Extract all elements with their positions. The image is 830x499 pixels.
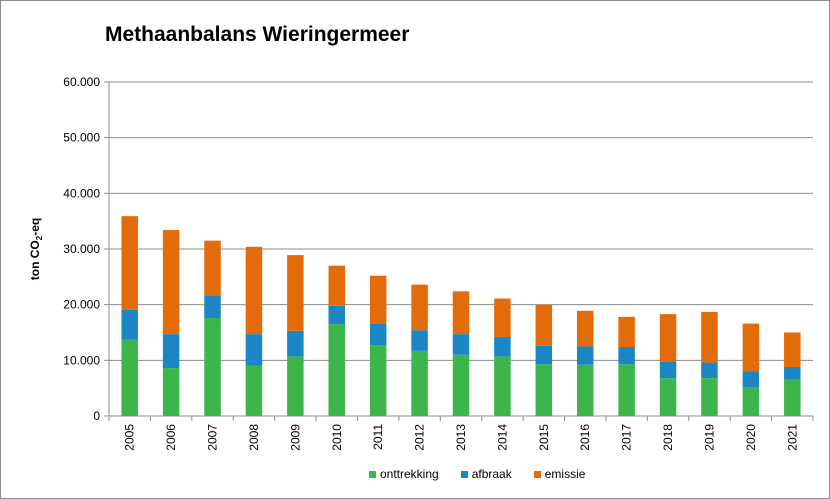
bar-afbraak [784, 367, 801, 380]
bar-emissie [742, 323, 760, 372]
bar-afbraak [204, 295, 221, 319]
bar-afbraak [659, 362, 677, 379]
y-tick-label: 20.000 [63, 298, 100, 312]
x-tick-label: 2017 [620, 424, 634, 451]
bar-afbraak [535, 345, 553, 365]
x-tick-label: 2011 [371, 424, 385, 450]
bar-onttrekking [452, 354, 470, 416]
bar-afbraak [245, 334, 263, 366]
x-tick-label: 2008 [247, 424, 261, 451]
bar-onttrekking [618, 364, 635, 416]
bar-afbraak [576, 346, 594, 365]
x-tick-label: 2009 [288, 424, 302, 451]
y-tick-label: 50.000 [63, 131, 100, 145]
bar-afbraak [742, 371, 760, 388]
bar-afbraak [121, 309, 138, 340]
bar-emissie [204, 240, 221, 296]
y-tick-label: 10.000 [63, 353, 100, 367]
x-tick-label: 2014 [495, 424, 509, 451]
bar-onttrekking [742, 387, 760, 416]
bar-afbraak [162, 334, 180, 369]
x-tick-label: 2015 [537, 424, 551, 451]
bar-emissie [121, 216, 138, 310]
bar-onttrekking [245, 365, 263, 416]
bar-onttrekking [494, 356, 511, 416]
y-tick-label: 0 [93, 409, 100, 423]
x-tick-label: 2012 [413, 424, 427, 451]
x-tick-label: 2006 [164, 424, 178, 451]
legend-item-emissie: emissie [533, 467, 586, 481]
bar-onttrekking [659, 378, 677, 416]
bar-onttrekking [121, 339, 138, 416]
legend-item-afbraak: afbraak [460, 467, 512, 481]
bar-onttrekking [204, 318, 221, 416]
bar-emissie [287, 255, 304, 331]
bar-emissie [784, 332, 801, 368]
x-tick-label: 2010 [330, 424, 344, 451]
legend-item-onttrekking: onttrekking [369, 467, 439, 481]
bar-onttrekking [369, 345, 387, 416]
bar-afbraak [369, 323, 387, 346]
legend-label: afbraak [471, 467, 512, 481]
x-tick-label: 2019 [702, 424, 716, 451]
bar-onttrekking [162, 368, 180, 416]
bar-emissie [701, 311, 718, 363]
bar-onttrekking [576, 364, 594, 416]
legend-swatch [533, 470, 541, 478]
y-tick-label: 60.000 [63, 75, 100, 89]
x-tick-label: 2005 [123, 424, 137, 451]
bar-emissie [411, 284, 428, 331]
bar-afbraak [701, 362, 718, 379]
x-tick-label: 2013 [454, 424, 468, 451]
bar-onttrekking [287, 356, 304, 416]
bar-emissie [452, 291, 470, 335]
x-tick-label: 2007 [206, 424, 220, 451]
chart-title: Methaanbalans Wieringermeer [105, 23, 410, 46]
bar-afbraak [452, 334, 470, 355]
x-tick-label: 2020 [744, 424, 758, 451]
bar-emissie [328, 265, 346, 306]
bar-afbraak [328, 305, 346, 325]
bar-afbraak [411, 330, 428, 351]
bar-onttrekking [701, 378, 718, 416]
legend: onttrekking afbraak emissie [369, 467, 585, 481]
bar-emissie [535, 304, 553, 346]
y-tick-label: 30.000 [63, 242, 100, 256]
bar-afbraak [287, 330, 304, 357]
bar-emissie [659, 314, 677, 363]
bar-emissie [494, 298, 511, 337]
bar-emissie [162, 230, 180, 335]
legend-swatch [460, 470, 468, 478]
bar-onttrekking [328, 324, 346, 416]
bar-onttrekking [535, 364, 553, 416]
legend-label: emissie [544, 467, 586, 481]
x-tick-label: 2018 [661, 424, 675, 451]
bar-onttrekking [784, 379, 801, 416]
bar-emissie [576, 310, 594, 347]
bar-afbraak [618, 346, 635, 365]
bar-onttrekking [411, 350, 428, 416]
y-tick-label: 40.000 [63, 186, 100, 200]
bar-emissie [245, 246, 263, 335]
x-tick-label: 2021 [785, 424, 799, 451]
bar-emissie [369, 275, 387, 324]
bar-afbraak [494, 336, 511, 357]
bar-emissie [618, 316, 635, 347]
legend-label: onttrekking [380, 467, 439, 481]
legend-swatch [369, 470, 376, 478]
x-tick-label: 2016 [578, 424, 592, 451]
